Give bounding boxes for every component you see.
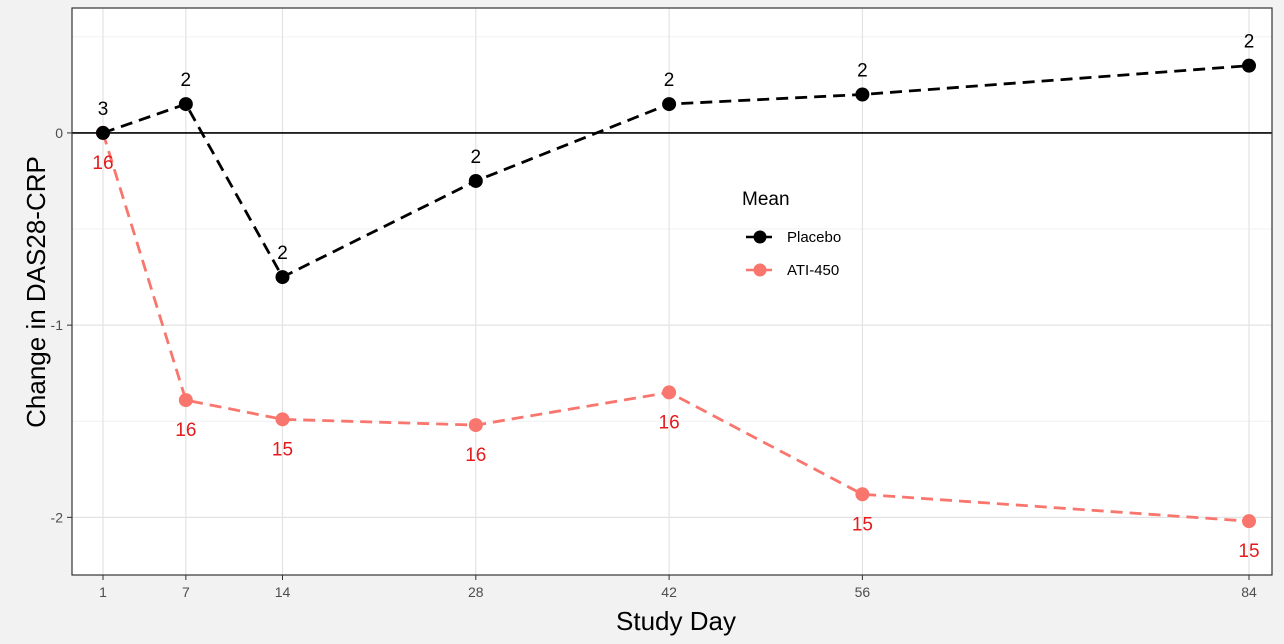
legend: Mean Placebo ATI-450 [742, 189, 841, 279]
count-label-placebo: 2 [181, 70, 192, 91]
count-label-ati450: 15 [1238, 541, 1259, 562]
legend-marker-ati450 [753, 263, 767, 277]
data-point-ati450 [275, 412, 290, 427]
y-tick-label: 0 [55, 125, 63, 141]
x-axis-title: Study Day [616, 606, 736, 636]
count-label-ati450: 16 [92, 153, 113, 174]
x-tick-label: 28 [468, 584, 484, 600]
data-point-placebo [275, 270, 290, 285]
plot-background [72, 8, 1272, 575]
data-point-placebo [662, 97, 677, 112]
data-point-ati450 [468, 418, 483, 433]
count-label-layer: 16 16 15 16 16 15 15 3 2 2 2 2 2 2 [92, 32, 1259, 563]
data-point-ati450 [662, 385, 677, 400]
plot-border [71, 7, 1273, 576]
legend-marker-placebo [753, 230, 767, 244]
tick-layer: 0 -1 -2 1 7 14 28 42 56 84 [51, 125, 1257, 600]
data-point-placebo [468, 173, 483, 188]
count-label-ati450: 15 [272, 439, 293, 460]
data-point-placebo [855, 87, 870, 102]
legend-label-ati450: ATI-450 [787, 262, 839, 279]
y-axis-title: Change in DAS28-CRP [21, 156, 51, 428]
x-tick-label: 14 [275, 584, 291, 600]
data-point-ati450 [855, 487, 870, 502]
legend-title: Mean [742, 189, 790, 210]
data-point-placebo [1242, 58, 1256, 73]
x-tick-label: 84 [1241, 584, 1257, 600]
data-point-ati450 [178, 393, 193, 408]
x-tick-label: 1 [99, 584, 107, 600]
y-tick-label: -1 [51, 317, 64, 333]
data-point-placebo [96, 125, 110, 140]
count-label-ati450: 16 [659, 412, 680, 433]
data-point-placebo [178, 97, 193, 112]
y-tick-label: -2 [51, 509, 64, 525]
count-label-ati450: 16 [175, 420, 196, 441]
count-label-placebo: 2 [857, 60, 868, 81]
count-label-ati450: 15 [852, 514, 873, 535]
x-tick-label: 7 [182, 584, 190, 600]
count-label-placebo: 2 [664, 70, 675, 91]
count-label-placebo: 2 [277, 243, 288, 264]
x-tick-label: 42 [661, 584, 677, 600]
legend-label-placebo: Placebo [787, 229, 841, 246]
count-label-placebo: 2 [471, 147, 482, 168]
series-layer [96, 58, 1256, 529]
x-tick-label: 56 [855, 584, 871, 600]
count-label-placebo: 3 [98, 99, 109, 120]
data-point-ati450 [1242, 514, 1256, 529]
count-label-placebo: 2 [1244, 32, 1255, 53]
count-label-ati450: 16 [465, 445, 486, 466]
